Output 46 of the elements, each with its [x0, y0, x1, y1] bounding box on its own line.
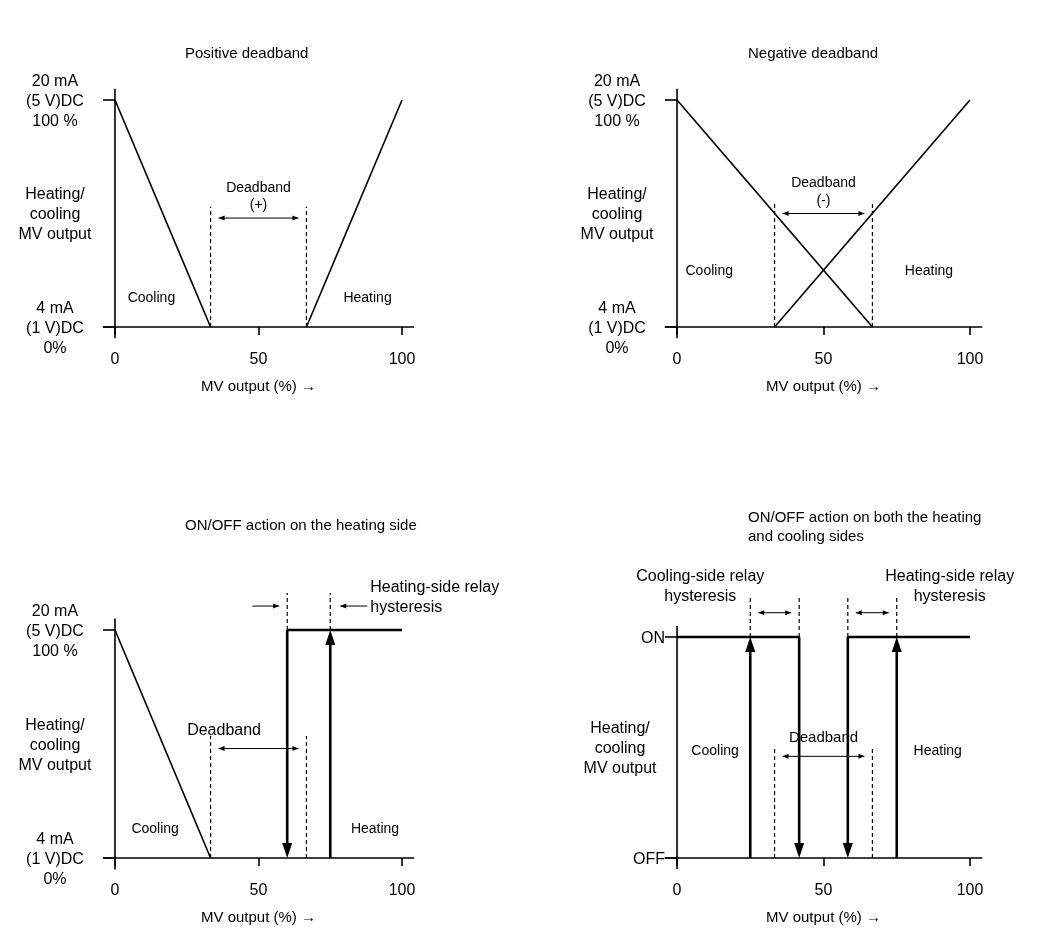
- annotation: Heating-side relay hysteresis: [370, 578, 500, 616]
- x-tick-label: 0: [672, 880, 682, 898]
- x-tick-label: 100: [956, 880, 984, 898]
- text: 20 mA (5 V)DC 100 %: [26, 601, 84, 659]
- x-tick-label: 0: [672, 349, 682, 367]
- chart-title: ON/OFF action on both the heating and cooling sides: [748, 508, 982, 544]
- annotation: Heating: [350, 820, 400, 837]
- y-axis-title: Heating/ cooling MV output: [18, 185, 92, 243]
- x-axis-title: MV output (%) →: [200, 377, 317, 395]
- text: OFF: [633, 849, 666, 867]
- text: 4 mA (1 V)DC 0%: [588, 298, 646, 356]
- x-tick-label: 100: [388, 349, 416, 367]
- chart-title: Negative deadband: [748, 44, 879, 61]
- x-tick-label: 100: [956, 349, 984, 367]
- chart-title: ON/OFF action on the heating side: [185, 516, 417, 533]
- x-tick-label: 50: [814, 880, 833, 898]
- x-tick-label: 100: [388, 880, 416, 898]
- annotation: Cooling: [691, 741, 739, 758]
- y-axis-title: Heating/ cooling MV output: [18, 715, 92, 773]
- annotation: Cooling: [127, 289, 176, 306]
- annotation: Heating: [343, 289, 392, 306]
- annotation: Deadband: [187, 720, 261, 738]
- x-axis-title: MV output (%) →: [765, 908, 882, 926]
- text: 20 mA (5 V)DC 100 %: [26, 71, 84, 129]
- x-tick-label: 50: [814, 349, 833, 367]
- y-axis-title: Heating/ cooling MV output: [583, 719, 658, 777]
- x-axis-title: MV output (%) →: [200, 908, 317, 926]
- chart-title: Positive deadband: [185, 44, 309, 61]
- annotation: Heating: [904, 262, 954, 279]
- x-tick-label: 0: [110, 880, 120, 898]
- x-axis-title: MV output (%) →: [765, 377, 882, 395]
- text: ON: [641, 628, 666, 646]
- x-tick-label: 50: [249, 349, 268, 367]
- annotation: Deadband (+): [226, 178, 291, 213]
- annotation: Heating-side relay hysteresis: [885, 566, 1015, 604]
- text: 4 mA (1 V)DC 0%: [26, 298, 84, 356]
- annotation: Heating: [913, 741, 962, 758]
- x-tick-label: 0: [110, 349, 120, 367]
- text: 4 mA (1 V)DC 0%: [26, 829, 84, 887]
- annotation: Cooling: [685, 262, 733, 279]
- y-axis-title: Heating/ cooling MV output: [580, 185, 655, 243]
- annotation: Deadband (-): [791, 174, 856, 208]
- x-tick-label: 50: [249, 880, 268, 898]
- annotation: Cooling: [131, 820, 179, 837]
- annotation: Cooling-side relay hysteresis: [636, 566, 765, 604]
- text: 20 mA (5 V)DC 100 %: [588, 71, 646, 129]
